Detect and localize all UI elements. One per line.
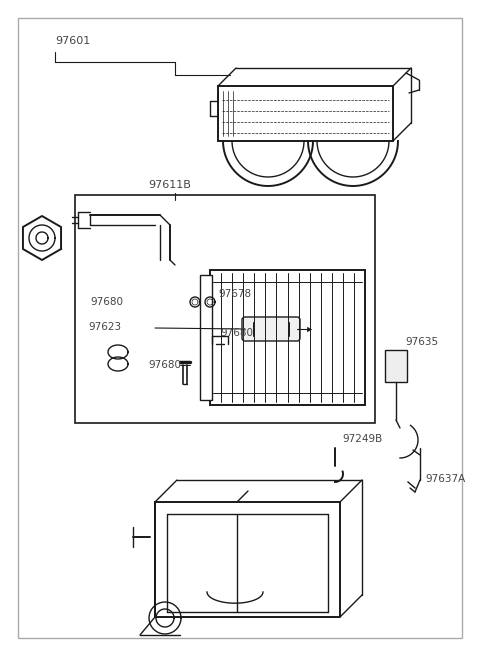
Text: 97611B: 97611B (148, 180, 191, 190)
Text: 97249B: 97249B (342, 434, 382, 444)
Text: 97601: 97601 (55, 36, 90, 46)
Text: 97635: 97635 (405, 337, 438, 347)
Bar (200, 275, 212, 400)
Text: 97680: 97680 (148, 360, 181, 370)
Text: 97680: 97680 (90, 297, 123, 307)
Bar (75, 195, 375, 423)
Text: 97678: 97678 (218, 289, 251, 299)
Text: 97637A: 97637A (425, 474, 465, 484)
Text: 97680: 97680 (220, 328, 253, 338)
Bar (385, 350, 407, 382)
Bar (210, 270, 365, 405)
FancyBboxPatch shape (242, 317, 300, 341)
Text: 97623: 97623 (88, 322, 121, 332)
